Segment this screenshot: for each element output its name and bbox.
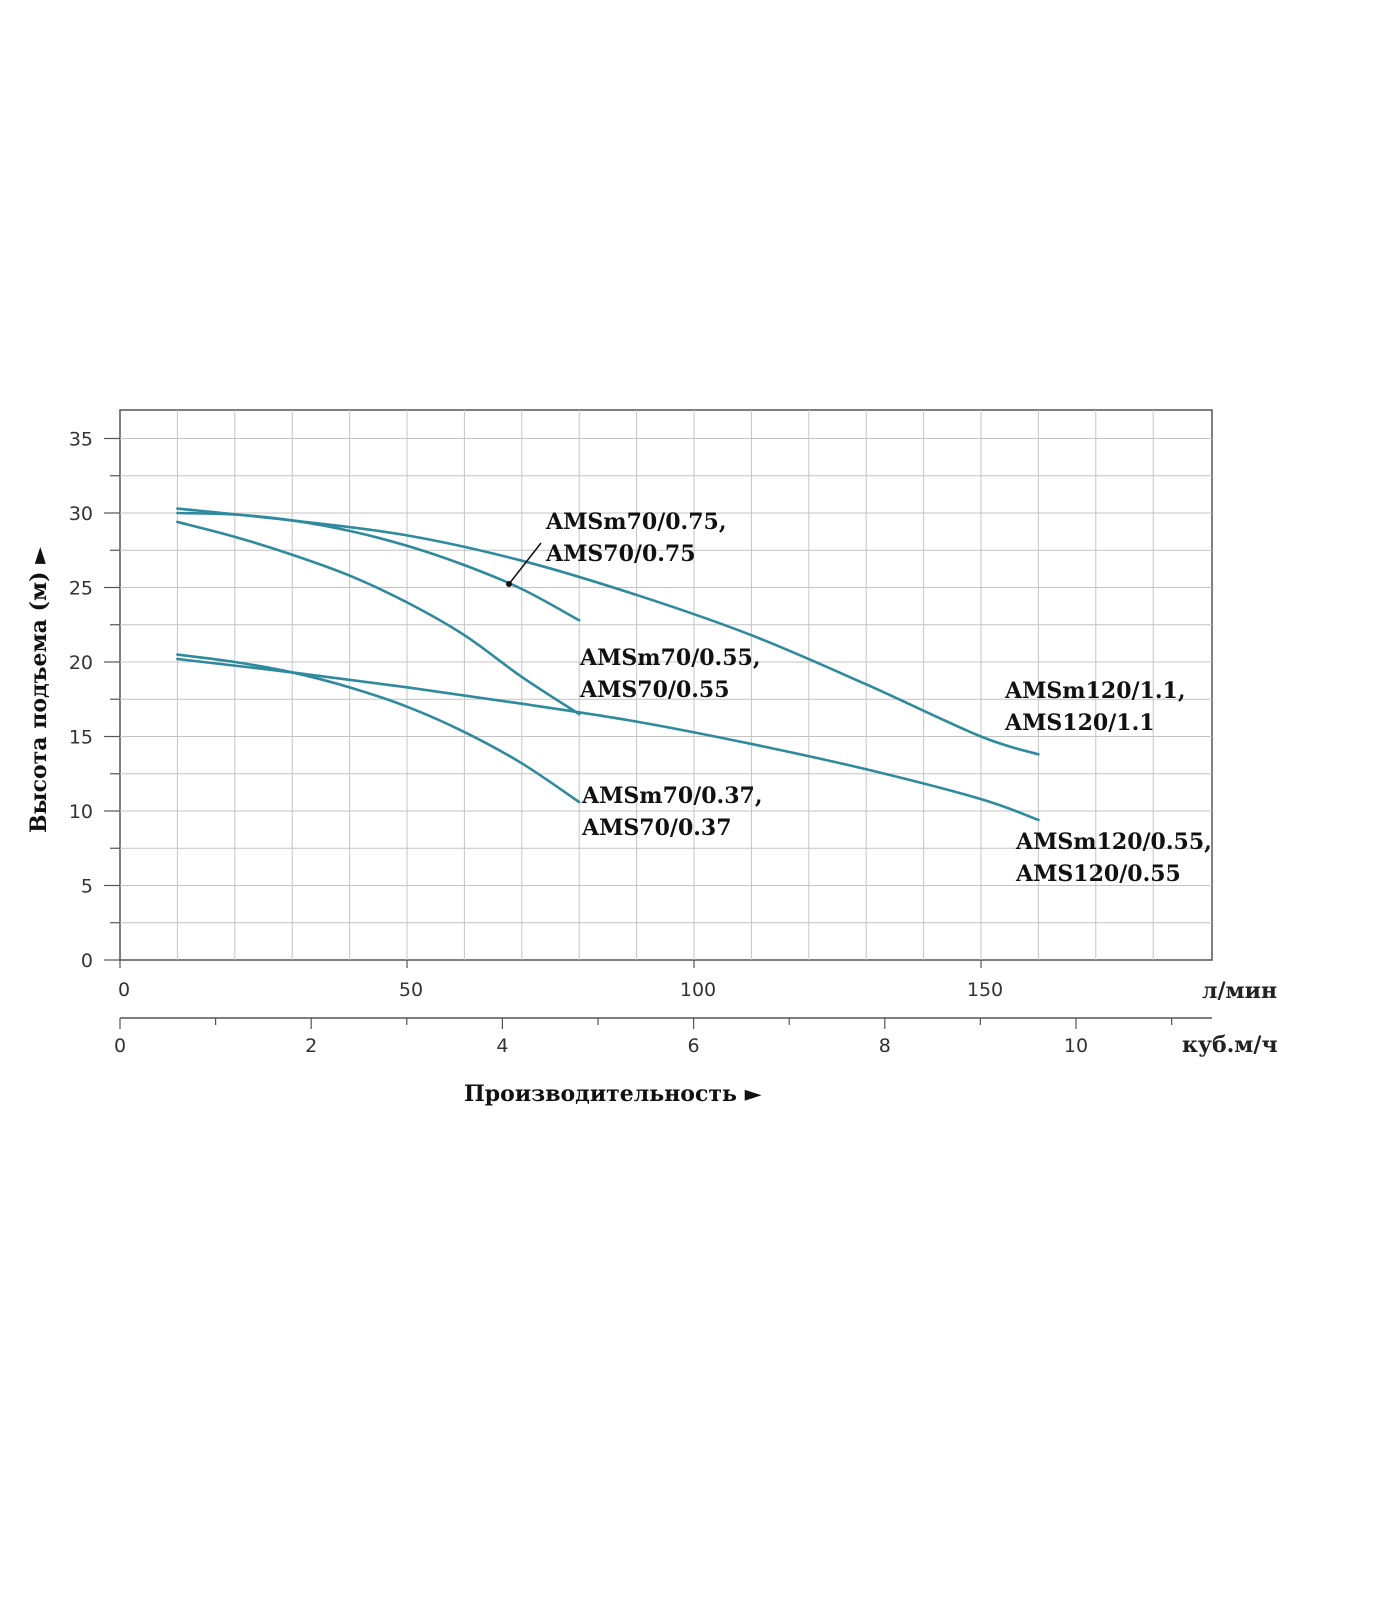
x-unit-primary: л/мин: [1202, 978, 1277, 1004]
x-tick-label: 150: [967, 979, 1003, 1001]
y-tick-label: 15: [69, 727, 93, 749]
x-tick-label: 0: [118, 979, 130, 1001]
y-tick-label: 30: [69, 503, 93, 525]
series-line: [176, 520, 581, 716]
series-labels: AMSm70/0.75, AMS70/0.75 AMSm70/0.55, AMS70/…: [506, 509, 1212, 887]
x2-tick-label: 10: [1064, 1035, 1088, 1057]
series-lines: [176, 507, 1040, 822]
series-label: AMS70/0.37: [581, 815, 732, 841]
series-label: AMS120/1.1: [1004, 710, 1155, 736]
series-label: AMSm70/0.55,: [579, 645, 760, 671]
x2-tick-label: 6: [688, 1035, 700, 1057]
y-tick-label: 0: [81, 950, 93, 972]
series-label: AMS70/0.75: [545, 541, 696, 567]
x-axis-title: Производительность ►: [464, 1081, 762, 1107]
series-line: [176, 653, 581, 804]
y-tick-label: 35: [69, 429, 93, 451]
series-line: [176, 507, 1040, 756]
label-leader-dot: [506, 581, 512, 587]
y-tick-label: 25: [69, 578, 93, 600]
y-tick-label: 10: [69, 801, 93, 823]
x-axis-secondary: 0 2 4 6 8 10: [114, 1017, 1212, 1057]
series-label: AMS120/0.55: [1015, 861, 1181, 887]
y-axis-title: Высота подъема (м) ►: [26, 547, 52, 833]
series-line: [176, 657, 1040, 822]
y-tick-label: 20: [69, 652, 93, 674]
series-label: AMSm70/0.75,: [545, 509, 726, 535]
y-tick-label: 5: [81, 876, 93, 898]
y-axis: 0 5 10 15 20 25 30 35: [69, 429, 120, 972]
x2-tick-label: 0: [114, 1035, 126, 1057]
plot-area: [119, 409, 1213, 961]
label-leader-line: [508, 542, 542, 585]
series-label: AMS70/0.55: [579, 677, 730, 703]
series-label: AMSm120/0.55,: [1015, 829, 1212, 855]
x-tick-label: 100: [680, 979, 716, 1001]
x2-tick-label: 2: [305, 1035, 317, 1057]
x-unit-secondary: куб.м/ч: [1182, 1032, 1278, 1058]
grid: [120, 410, 1212, 960]
x-tick-label: 50: [399, 979, 423, 1001]
x2-tick-label: 8: [879, 1035, 891, 1057]
x-axis-primary: 0 50 100 150: [118, 960, 1003, 1001]
series-label: AMSm70/0.37,: [581, 783, 762, 809]
x2-tick-label: 4: [496, 1035, 508, 1057]
series-label: AMSm120/1.1,: [1004, 678, 1185, 704]
